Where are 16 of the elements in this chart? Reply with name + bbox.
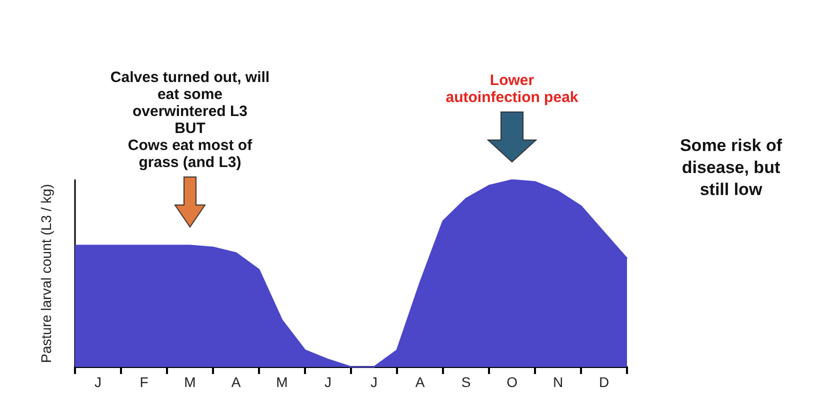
x-tick-label: D: [598, 374, 610, 390]
text: Lower autoinfection peak: [444, 72, 580, 106]
x-tick-label: M: [184, 374, 196, 390]
x-tick-label: O: [506, 374, 518, 390]
text: Calves turned out, will eat some overwintered L3 BUT Cows eat most of grass (and L3): [109, 69, 271, 172]
x-tick-label: A: [415, 374, 426, 390]
x-tick-label: M: [276, 374, 288, 390]
x-tick-label: J: [94, 374, 102, 390]
x-tick-label: S: [461, 374, 471, 390]
x-tick-label: N: [552, 374, 564, 390]
y-axis-title: Pasture larval count (L3 / kg): [38, 184, 54, 363]
x-tick-label: J: [370, 374, 378, 390]
x-tick-label: F: [140, 374, 148, 390]
text: Some risk of disease, but still low: [678, 135, 784, 201]
x-tick-label: A: [231, 374, 242, 390]
x-tick-label: J: [324, 374, 332, 390]
